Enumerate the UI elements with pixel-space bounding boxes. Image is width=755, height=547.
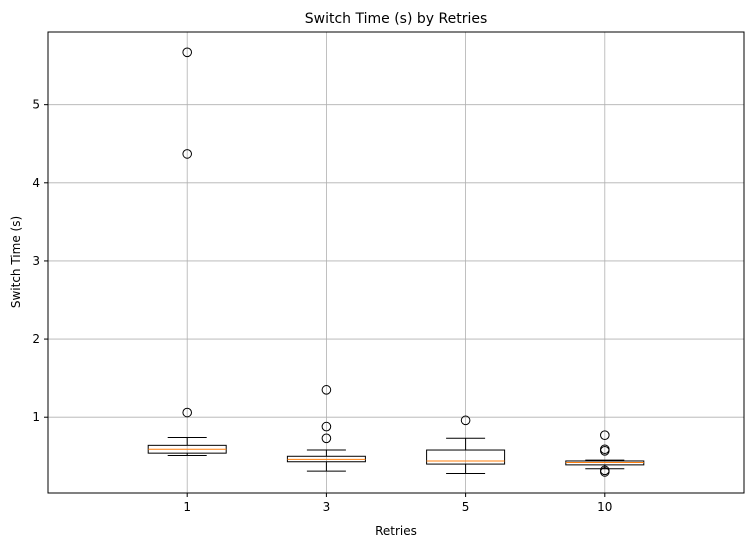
- outlier-point: [182, 149, 192, 159]
- x-ticks: 1 3 5 10: [183, 493, 612, 514]
- y-tick-label: 5: [32, 98, 40, 112]
- x-axis-label: Retries: [375, 524, 417, 538]
- box-1: [147, 47, 227, 456]
- box-5: [426, 415, 506, 474]
- plot-frame: [47, 31, 745, 494]
- outlier-point: [321, 385, 332, 395]
- y-tick-label: 4: [32, 176, 40, 190]
- grid: [48, 32, 744, 493]
- outlier-point: [460, 415, 471, 426]
- iqr-box: [426, 449, 506, 465]
- outlier-point: [600, 444, 610, 455]
- outlier-point: [600, 465, 610, 476]
- box-3: [286, 385, 366, 472]
- outlier-point: [321, 421, 332, 432]
- y-axis-label: Switch Time (s): [9, 216, 23, 308]
- y-tick-label: 2: [32, 332, 40, 346]
- x-tick-label: 5: [462, 500, 470, 514]
- x-tick-label: 1: [183, 500, 191, 514]
- y-tick-label: 1: [32, 410, 40, 424]
- x-tick-label: 10: [597, 500, 612, 514]
- outlier-point: [321, 433, 332, 444]
- y-tick-label: 3: [32, 254, 40, 268]
- x-tick-label: 3: [323, 500, 331, 514]
- outlier-point: [182, 407, 192, 418]
- outlier-point: [182, 47, 192, 58]
- chart-title: Switch Time (s) by Retries: [305, 11, 488, 27]
- box-10: [565, 430, 645, 477]
- outlier-point: [600, 430, 610, 440]
- y-ticks: 1 2 3 4 5: [32, 98, 48, 424]
- boxes: [147, 47, 645, 477]
